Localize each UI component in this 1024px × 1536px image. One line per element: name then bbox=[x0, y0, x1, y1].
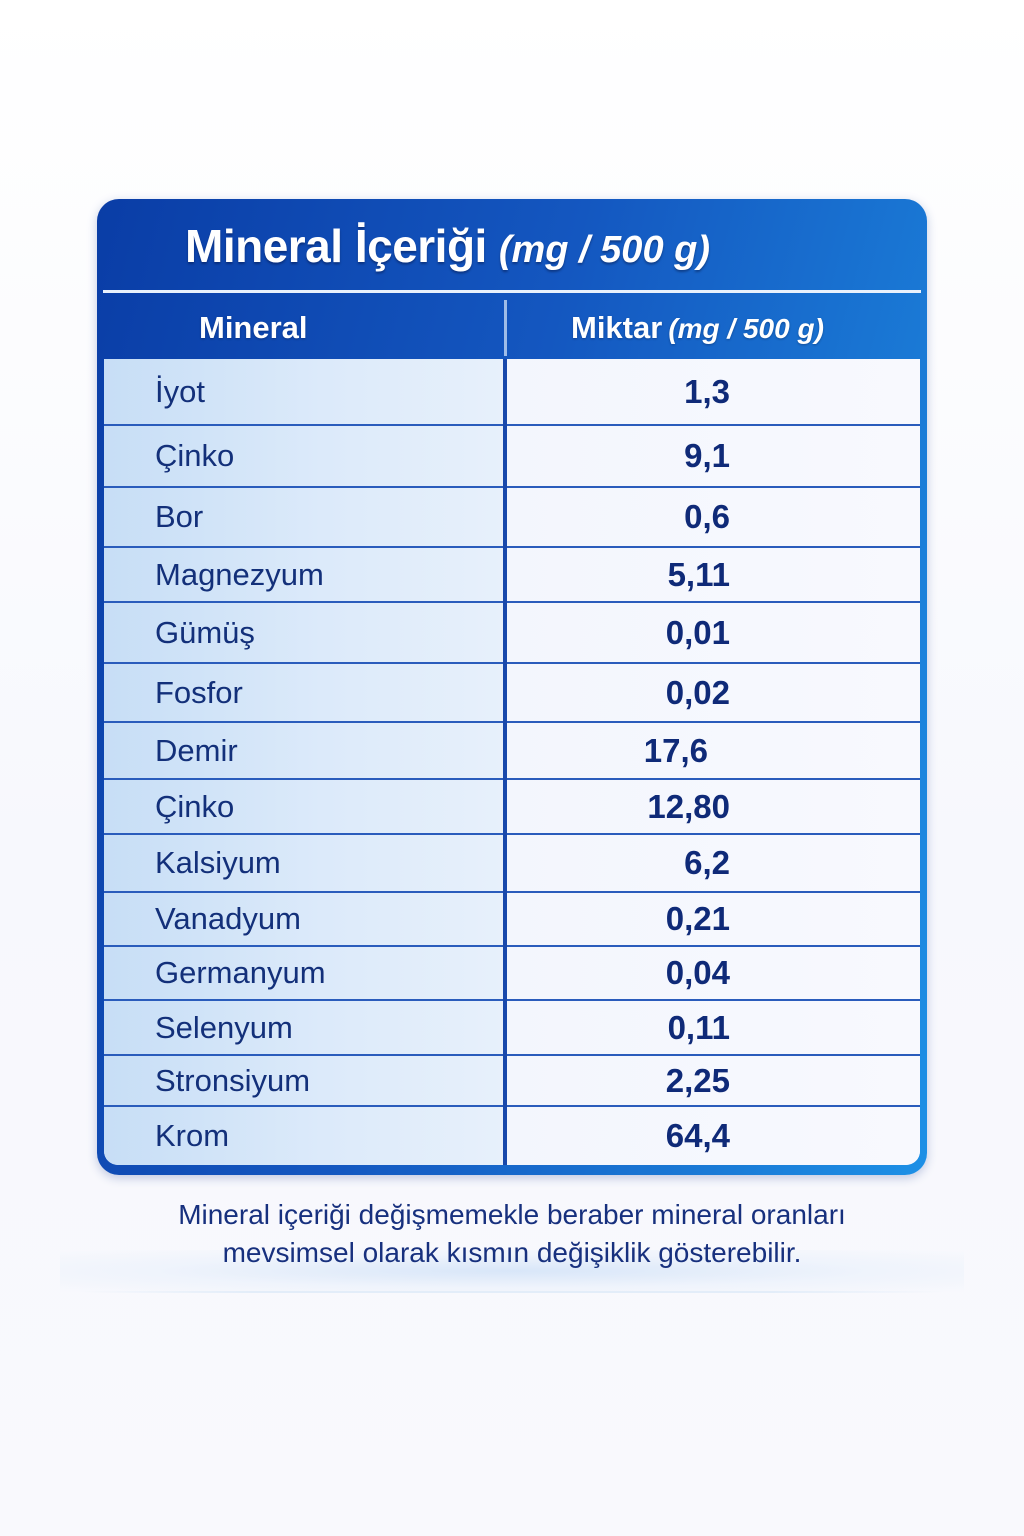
mineral-name: İyot bbox=[155, 373, 205, 409]
mineral-amount: 5,11 bbox=[667, 555, 730, 593]
mineral-table-card: Mineral İçeriği (mg / 500 g) Mineral Mikt… bbox=[97, 199, 927, 1175]
footnote-glow bbox=[60, 1250, 964, 1292]
mineral-name: Fosfor bbox=[155, 674, 243, 710]
mineral-amount: 64,4 bbox=[665, 1117, 730, 1154]
mineral-name: Krom bbox=[155, 1118, 230, 1153]
column-header-amount-unit: (mg / 500 g) bbox=[668, 313, 824, 344]
table-header-row: Mineral Miktar (mg / 500 g) bbox=[103, 298, 921, 358]
mineral-amount: 2,25 bbox=[665, 1061, 730, 1099]
mineral-amount: 12,80 bbox=[647, 787, 730, 825]
mineral-amount: 0,6 bbox=[684, 498, 730, 535]
mineral-amount: 0,11 bbox=[667, 1008, 730, 1046]
column-divider bbox=[503, 359, 507, 1165]
table-title-unit: (mg / 500 g) bbox=[498, 229, 710, 271]
mineral-amount: 1,3 bbox=[684, 372, 730, 410]
table-row: Fosfor 0,02 bbox=[104, 662, 920, 721]
table-row: Stronsiyum 2,25 bbox=[104, 1054, 920, 1105]
table-row: Bor 0,6 bbox=[104, 486, 920, 546]
mineral-name: Çinko bbox=[155, 788, 235, 824]
table-row: Germanyum 0,04 bbox=[104, 945, 920, 999]
mineral-name: Stronsiyum bbox=[155, 1062, 311, 1098]
footnote-line-2: mevsimsel olarak kısmın değişiklik göste… bbox=[222, 1237, 802, 1268]
mineral-amount: 0,04 bbox=[665, 954, 730, 991]
footnote-line-1: Mineral içeriği değişmemekle beraber min… bbox=[178, 1199, 846, 1230]
table-row: Selenyum 0,11 bbox=[104, 999, 920, 1054]
header-column-divider bbox=[504, 300, 507, 356]
footnote-underline bbox=[80, 1291, 944, 1293]
table-row: Çinko 9,1 bbox=[104, 424, 920, 486]
mineral-amount: 6,2 bbox=[684, 844, 730, 881]
mineral-amount: 0,21 bbox=[665, 900, 730, 937]
mineral-name: Germanyum bbox=[155, 955, 326, 990]
mineral-name: Çinko bbox=[155, 438, 235, 473]
mineral-column-background bbox=[104, 359, 503, 1165]
column-header-mineral: Mineral bbox=[199, 310, 308, 345]
mineral-amount: 9,1 bbox=[684, 437, 730, 474]
table-row: Kalsiyum 6,2 bbox=[104, 833, 920, 891]
table-row: Çinko 12,80 bbox=[104, 778, 920, 833]
mineral-name: Demir bbox=[155, 732, 238, 768]
mineral-name: Bor bbox=[155, 499, 204, 534]
table-row: Gümüş 0,01 bbox=[104, 601, 920, 662]
table-row: Demir 17,6 bbox=[104, 721, 920, 778]
mineral-amount: 0,02 bbox=[665, 673, 730, 711]
column-header-amount-label: Miktar bbox=[571, 310, 663, 345]
mineral-name: Vanadyum bbox=[155, 901, 301, 936]
table-row: Krom 64,4 bbox=[104, 1105, 920, 1165]
amount-column-background bbox=[507, 359, 920, 1165]
table-body: İyot 1,3 Çinko 9,1 Bor 0,6 Magnezyum 5,1… bbox=[104, 359, 920, 1165]
title-divider bbox=[103, 290, 921, 293]
mineral-name: Magnezyum bbox=[155, 556, 324, 592]
table-title-text: Mineral İçeriği bbox=[185, 220, 487, 272]
footnote: Mineral içeriği değişmemekle beraber min… bbox=[0, 1196, 1024, 1272]
column-header-amount: Miktar (mg / 500 g) bbox=[571, 310, 824, 346]
mineral-amount: 17,6 bbox=[643, 731, 708, 769]
mineral-name: Gümüş bbox=[155, 614, 255, 650]
table-row: İyot 1,3 bbox=[104, 359, 920, 424]
mineral-name: Selenyum bbox=[155, 1009, 293, 1045]
table-row: Vanadyum 0,21 bbox=[104, 891, 920, 945]
mineral-name: Kalsiyum bbox=[155, 845, 281, 880]
table-row: Magnezyum 5,11 bbox=[104, 546, 920, 601]
table-title: Mineral İçeriği (mg / 500 g) bbox=[97, 199, 927, 291]
mineral-amount: 0,01 bbox=[665, 613, 730, 651]
